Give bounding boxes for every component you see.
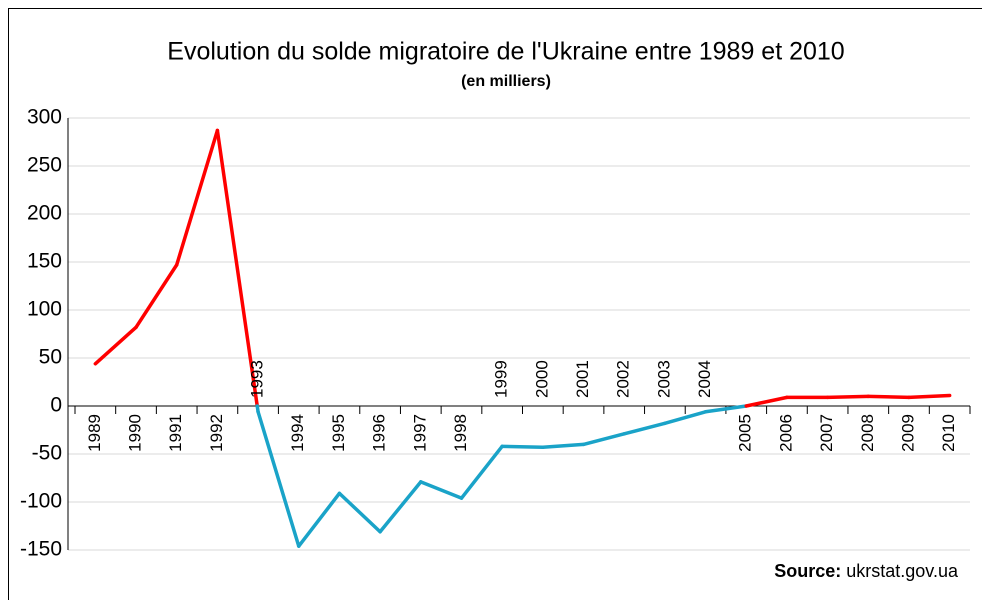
x-tick-label: 1993: [248, 360, 267, 398]
x-tick-label: 1994: [288, 414, 307, 452]
line-segment: [581, 432, 626, 447]
x-tick-label: 1999: [492, 360, 511, 398]
x-tick-label: 1997: [410, 414, 429, 452]
line-segment: [907, 393, 952, 400]
y-tick-label: 0: [50, 394, 62, 417]
x-tick-label: 1998: [451, 414, 470, 452]
frame: [8, 8, 982, 600]
chart-subtitle: (en milliers): [461, 73, 551, 90]
x-tick-label: 2001: [573, 360, 592, 398]
line-segment: [622, 421, 667, 436]
x-tick-label: 2007: [817, 414, 836, 452]
source-value: ukrstat.gov.ua: [846, 561, 959, 581]
x-tick-label: 2003: [654, 360, 673, 398]
line-segment: [337, 491, 382, 534]
y-tick-label: 250: [27, 154, 62, 177]
x-tick-label: 1989: [85, 414, 104, 452]
line-segment: [134, 263, 179, 330]
y-tick-label: 150: [27, 250, 62, 273]
line-segment: [174, 128, 220, 267]
y-tick-label: 100: [27, 298, 62, 321]
source-label: Source:: [774, 561, 841, 581]
line-segment: [866, 394, 911, 400]
x-tick-label: 2002: [614, 360, 633, 398]
x-tick-label: 2000: [532, 360, 551, 398]
y-tick-label: 300: [27, 106, 62, 129]
x-tick-label: 2005: [736, 414, 755, 452]
x-tick-label: 1990: [126, 414, 145, 452]
line-segment: [378, 480, 423, 534]
y-tick-label: -100: [20, 490, 62, 513]
line-segment: [93, 325, 138, 366]
y-tick-label: -50: [32, 442, 62, 465]
x-tick-label: 2004: [695, 360, 714, 398]
line-segment: [419, 480, 464, 500]
y-tick-label: 50: [39, 346, 62, 369]
line-segment: [825, 394, 871, 400]
x-tick-label: 1991: [166, 414, 185, 452]
chart-title: Evolution du solde migratoire de l'Ukrai…: [167, 38, 844, 66]
x-tick-label: 1995: [329, 414, 348, 452]
line-segment: [703, 404, 748, 414]
line-segment: [256, 410, 301, 548]
source: Source: ukrstat.gov.ua: [774, 561, 959, 581]
x-tick-label: 2006: [776, 414, 795, 452]
line-segment: [297, 491, 342, 548]
line-segment: [215, 128, 259, 408]
x-tick-label: 2008: [858, 414, 877, 452]
x-tick-label: 1996: [370, 414, 389, 452]
line-segment: [744, 395, 789, 408]
line-segment: [459, 444, 504, 500]
y-tick-label: -150: [20, 538, 62, 561]
line-segment: [663, 410, 708, 426]
line-segment: [500, 444, 545, 450]
x-tick-label: 1992: [207, 414, 226, 452]
y-tick-label: 200: [27, 202, 62, 225]
line-segment: [541, 442, 586, 450]
x-tick-label: 2009: [898, 414, 917, 452]
x-tick-label: 2010: [939, 414, 958, 452]
